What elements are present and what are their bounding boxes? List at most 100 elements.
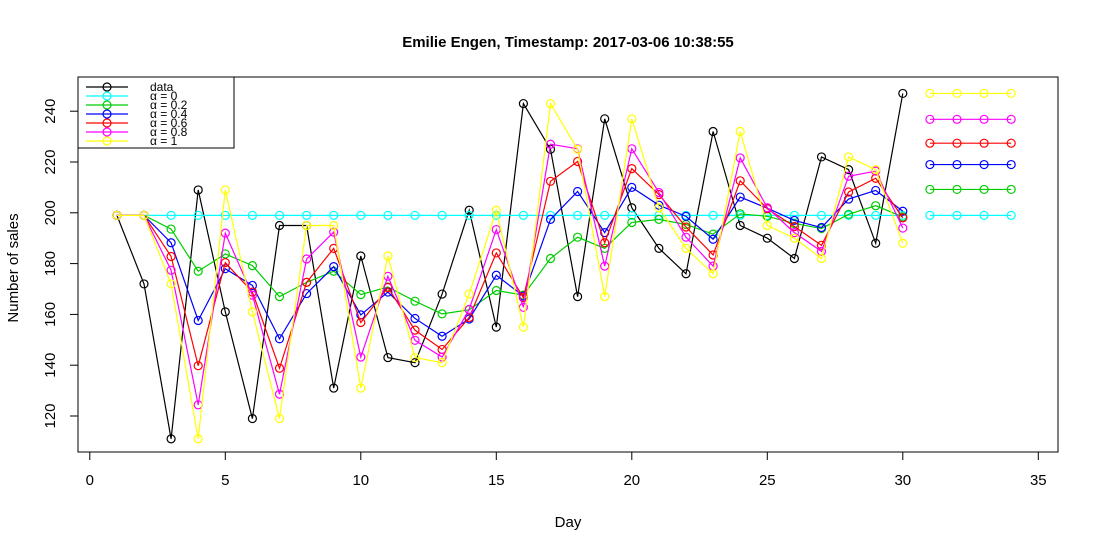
data-point bbox=[600, 210, 610, 220]
data-point bbox=[789, 221, 800, 232]
data-point bbox=[329, 220, 339, 231]
data-point bbox=[735, 209, 745, 219]
data-point bbox=[843, 209, 854, 219]
y-axis: 120 140 160 180 200 220 240 bbox=[42, 99, 79, 429]
forecast-group bbox=[925, 184, 1016, 195]
data-point bbox=[247, 413, 257, 424]
data-point bbox=[789, 253, 800, 264]
series-group bbox=[112, 98, 908, 444]
series-layer bbox=[112, 88, 908, 444]
legend-marker bbox=[102, 118, 112, 128]
data-point bbox=[708, 210, 718, 220]
data-point bbox=[843, 171, 854, 181]
data-point bbox=[383, 210, 393, 220]
data-point bbox=[518, 210, 529, 220]
data-point bbox=[193, 266, 203, 276]
data-point bbox=[681, 243, 691, 253]
data-point bbox=[491, 248, 501, 258]
y-tick-label: 240 bbox=[42, 99, 59, 124]
data-point bbox=[166, 434, 176, 444]
data-point bbox=[708, 234, 718, 244]
x-tick-label: 0 bbox=[86, 472, 94, 489]
data-point bbox=[898, 223, 908, 233]
forecast-point bbox=[1006, 159, 1016, 170]
data-point bbox=[816, 152, 827, 162]
data-point bbox=[274, 363, 285, 373]
data-point bbox=[518, 98, 529, 109]
legend-marker bbox=[102, 136, 112, 146]
data-point bbox=[302, 254, 312, 264]
data-point bbox=[843, 187, 854, 197]
data-point bbox=[139, 210, 149, 220]
data-point bbox=[735, 220, 745, 231]
data-point bbox=[356, 210, 366, 220]
data-point bbox=[871, 210, 881, 220]
data-point bbox=[871, 165, 881, 175]
data-point bbox=[302, 220, 312, 231]
data-point bbox=[383, 352, 393, 363]
forecast-point bbox=[1006, 210, 1016, 220]
forecast-point bbox=[952, 138, 962, 148]
data-point bbox=[329, 383, 339, 393]
data-point bbox=[464, 210, 474, 220]
data-point bbox=[572, 232, 583, 242]
x-tick-label: 35 bbox=[1030, 472, 1047, 489]
data-point bbox=[843, 152, 854, 162]
data-point bbox=[247, 210, 257, 220]
series-line bbox=[116, 160, 904, 371]
legend-label: α = 0.4 bbox=[150, 107, 188, 121]
data-point bbox=[247, 261, 257, 271]
x-tick-label: 30 bbox=[894, 472, 911, 489]
data-point bbox=[356, 383, 366, 393]
data-point bbox=[356, 317, 366, 328]
data-point bbox=[302, 210, 312, 220]
data-point bbox=[762, 203, 772, 213]
data-point bbox=[600, 261, 610, 271]
x-tick-label: 15 bbox=[488, 472, 505, 489]
legend-label: α = 0.8 bbox=[150, 125, 188, 139]
x-axis-label: Day bbox=[555, 514, 582, 531]
data-point bbox=[816, 246, 827, 257]
data-point bbox=[274, 220, 285, 231]
data-point bbox=[816, 222, 827, 233]
data-point bbox=[464, 205, 474, 215]
forecast-point bbox=[925, 114, 935, 124]
forecast-point bbox=[979, 159, 989, 170]
forecast-point bbox=[979, 88, 989, 99]
data-point bbox=[898, 88, 908, 99]
legend-marker bbox=[102, 91, 112, 101]
data-point bbox=[329, 210, 339, 220]
data-point bbox=[166, 251, 176, 262]
forecast-point bbox=[952, 210, 962, 220]
data-point bbox=[627, 114, 637, 124]
data-point bbox=[572, 186, 583, 197]
x-tick-label: 25 bbox=[759, 472, 776, 489]
data-point bbox=[166, 210, 176, 220]
data-point bbox=[681, 232, 691, 242]
data-point bbox=[572, 144, 583, 154]
legend-label: α = 1 bbox=[150, 134, 178, 148]
forecast-point bbox=[952, 184, 962, 195]
data-point bbox=[437, 331, 447, 341]
data-point bbox=[220, 257, 230, 268]
data-point bbox=[166, 279, 176, 289]
data-point bbox=[220, 210, 230, 220]
data-point bbox=[545, 139, 556, 149]
data-point bbox=[654, 243, 664, 253]
y-tick-label: 120 bbox=[42, 403, 59, 428]
data-point bbox=[437, 210, 447, 220]
data-point bbox=[464, 304, 474, 314]
data-point bbox=[410, 313, 420, 324]
series-group bbox=[112, 182, 908, 344]
data-point bbox=[193, 361, 203, 371]
data-point bbox=[627, 217, 637, 228]
chart-title: Emilie Engen, Timestamp: 2017-03-06 10:3… bbox=[402, 34, 734, 51]
data-point bbox=[735, 153, 745, 163]
data-point bbox=[166, 265, 176, 275]
x-axis: 0 5 10 15 20 25 30 35 bbox=[86, 451, 1047, 489]
data-point bbox=[871, 185, 881, 196]
legend-label: data bbox=[150, 80, 174, 94]
legend-label: α = 0 bbox=[150, 89, 178, 103]
data-point bbox=[410, 352, 420, 363]
legend-marker bbox=[102, 127, 112, 137]
